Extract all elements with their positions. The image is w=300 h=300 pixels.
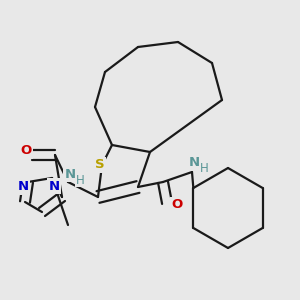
Text: N: N <box>64 167 76 181</box>
Text: S: S <box>95 158 105 172</box>
Text: O: O <box>20 145 32 158</box>
Text: O: O <box>171 199 183 212</box>
Text: N: N <box>17 181 28 194</box>
Text: N: N <box>188 157 200 169</box>
Text: H: H <box>76 173 84 187</box>
Text: N: N <box>48 179 60 193</box>
Text: H: H <box>200 161 208 175</box>
